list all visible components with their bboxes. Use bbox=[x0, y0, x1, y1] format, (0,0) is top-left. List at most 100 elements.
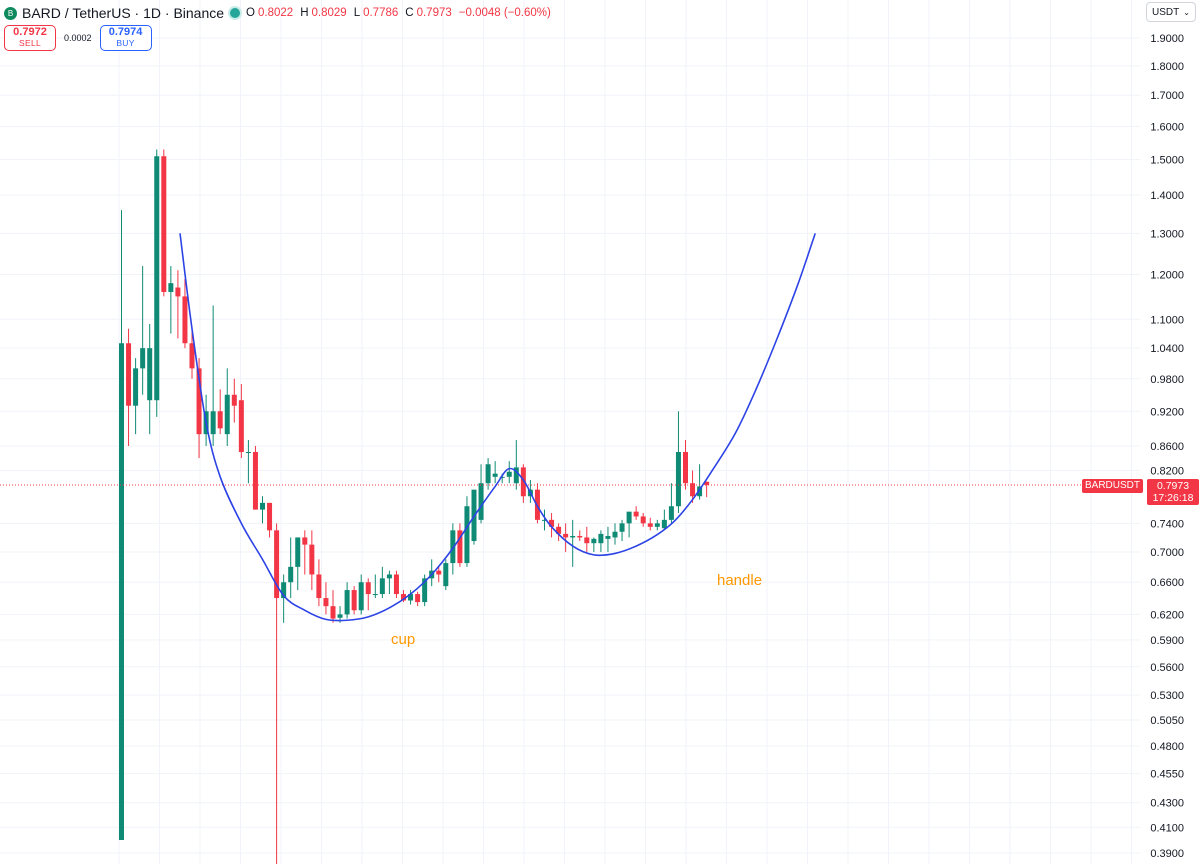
price-tag-countdown: 17:26:18 bbox=[1152, 492, 1194, 504]
price-tag-symbol: BARDUSDT bbox=[1082, 479, 1143, 493]
price-tag-box: 0.7973 17:26:18 bbox=[1147, 479, 1199, 505]
candle-body bbox=[302, 537, 308, 545]
symbol-header: B BARD / TetherUS · 1D · Binance O 0.8022… bbox=[4, 4, 555, 22]
chart-grid bbox=[0, 0, 1140, 864]
candle-body bbox=[415, 594, 421, 603]
candle-body bbox=[281, 582, 287, 599]
price-tick-label: 0.6200 bbox=[1150, 609, 1184, 621]
candle-body bbox=[478, 483, 484, 520]
sell-label: SELL bbox=[19, 38, 41, 48]
ohlc-change: −0.0048 (−0.60%) bbox=[458, 7, 551, 19]
price-tick-label: 1.7000 bbox=[1150, 90, 1184, 102]
candle-body bbox=[450, 530, 456, 564]
candle-body bbox=[379, 578, 385, 595]
candle-body bbox=[464, 506, 470, 564]
currency-selector[interactable]: USDT ⌄ bbox=[1146, 2, 1196, 22]
candle-body bbox=[330, 606, 336, 619]
candle-body bbox=[161, 156, 167, 292]
currency-value: USDT bbox=[1152, 6, 1180, 18]
price-tick-label: 1.0400 bbox=[1150, 343, 1184, 355]
candle-body bbox=[323, 598, 329, 607]
candle-body bbox=[605, 536, 611, 539]
candle-body bbox=[690, 483, 696, 497]
candle-body bbox=[224, 394, 230, 435]
candle-body bbox=[520, 467, 526, 497]
candle-body bbox=[443, 563, 449, 587]
price-tick-label: 0.4300 bbox=[1150, 798, 1184, 810]
candle-body bbox=[661, 519, 667, 529]
candle-body bbox=[358, 582, 364, 611]
candle-body bbox=[485, 464, 491, 484]
candle-body bbox=[365, 582, 371, 595]
price-tick-label: 0.9200 bbox=[1150, 406, 1184, 418]
candle-body bbox=[295, 537, 301, 567]
candle-body bbox=[401, 594, 406, 601]
chevron-down-icon: ⌄ bbox=[1183, 7, 1190, 17]
candle-body bbox=[619, 523, 625, 532]
candle-body bbox=[147, 348, 153, 401]
price-tick-label: 0.4550 bbox=[1150, 769, 1184, 781]
price-tick-label: 0.4800 bbox=[1150, 741, 1184, 753]
candle-body bbox=[556, 526, 562, 534]
symbol-title[interactable]: BARD / TetherUS · 1D · Binance bbox=[22, 5, 225, 21]
candle-body bbox=[182, 296, 188, 344]
ohlc-open-label: O bbox=[246, 7, 255, 19]
ohlc-close-value: 0.7973 bbox=[416, 7, 452, 19]
symbol-logo-icon: B bbox=[4, 6, 17, 20]
candle-body bbox=[274, 530, 280, 599]
ohlc-readout: O 0.8022 H 0.8029 L 0.7786 C 0.7973 −0.0048 … bbox=[246, 7, 555, 19]
price-tick-label: 0.8600 bbox=[1150, 441, 1184, 453]
candle-body bbox=[196, 368, 202, 435]
candle-body bbox=[647, 523, 653, 527]
price-tick-label: 0.7000 bbox=[1150, 547, 1184, 559]
candle-body bbox=[154, 156, 160, 401]
candle-body bbox=[175, 287, 181, 297]
candle-body bbox=[492, 473, 498, 477]
price-tick-label: 1.6000 bbox=[1150, 121, 1184, 133]
handle-annotation: handle bbox=[717, 572, 763, 589]
candle-body bbox=[288, 566, 294, 583]
buy-button[interactable]: 0.7974 BUY bbox=[99, 25, 152, 51]
candle-body bbox=[668, 506, 674, 520]
buy-label: BUY bbox=[116, 38, 135, 48]
candle-body bbox=[260, 502, 265, 510]
candle-body bbox=[457, 530, 463, 564]
price-tick-label: 0.5900 bbox=[1150, 635, 1184, 647]
price-tick-label: 1.9000 bbox=[1150, 33, 1184, 45]
candle-body bbox=[584, 537, 590, 544]
sell-price: 0.7972 bbox=[13, 26, 47, 38]
candle-body bbox=[570, 536, 576, 538]
candle-body bbox=[140, 348, 146, 369]
candle-body bbox=[549, 519, 555, 527]
candle-body bbox=[309, 544, 315, 575]
price-tick-label: 0.7400 bbox=[1150, 518, 1184, 530]
ohlc-low-value: 0.7786 bbox=[363, 7, 399, 19]
spread-value: 0.0002 bbox=[64, 33, 92, 43]
sell-button[interactable]: 0.7972 SELL bbox=[4, 25, 56, 51]
candle-body bbox=[316, 574, 322, 599]
candle-body bbox=[506, 471, 512, 477]
price-tick-label: 1.2000 bbox=[1150, 270, 1184, 282]
trade-panel: 0.7972 SELL 0.0002 0.7974 BUY bbox=[4, 25, 152, 51]
candle-body bbox=[408, 594, 414, 601]
candle-body bbox=[563, 533, 569, 538]
candle-body bbox=[351, 590, 357, 611]
price-tick-label: 0.5050 bbox=[1150, 715, 1184, 727]
candle-body bbox=[697, 486, 703, 497]
price-tick-label: 0.9800 bbox=[1150, 374, 1184, 386]
candle-body bbox=[217, 411, 223, 429]
price-tick-label: 1.5000 bbox=[1150, 155, 1184, 167]
price-tick-label: 0.6600 bbox=[1150, 577, 1184, 589]
ohlc-open-value: 0.8022 bbox=[258, 7, 294, 19]
price-tick-label: 1.3000 bbox=[1150, 228, 1184, 240]
candle-body bbox=[189, 343, 195, 369]
cup-annotation: cup bbox=[391, 631, 416, 648]
candle-body bbox=[577, 536, 583, 538]
candle-body bbox=[626, 511, 632, 524]
cup-handle-curve bbox=[179, 233, 816, 622]
candle-body bbox=[393, 574, 399, 595]
candle-body bbox=[238, 400, 244, 453]
candle-body bbox=[133, 368, 139, 406]
price-tick-label: 0.4100 bbox=[1150, 822, 1184, 834]
